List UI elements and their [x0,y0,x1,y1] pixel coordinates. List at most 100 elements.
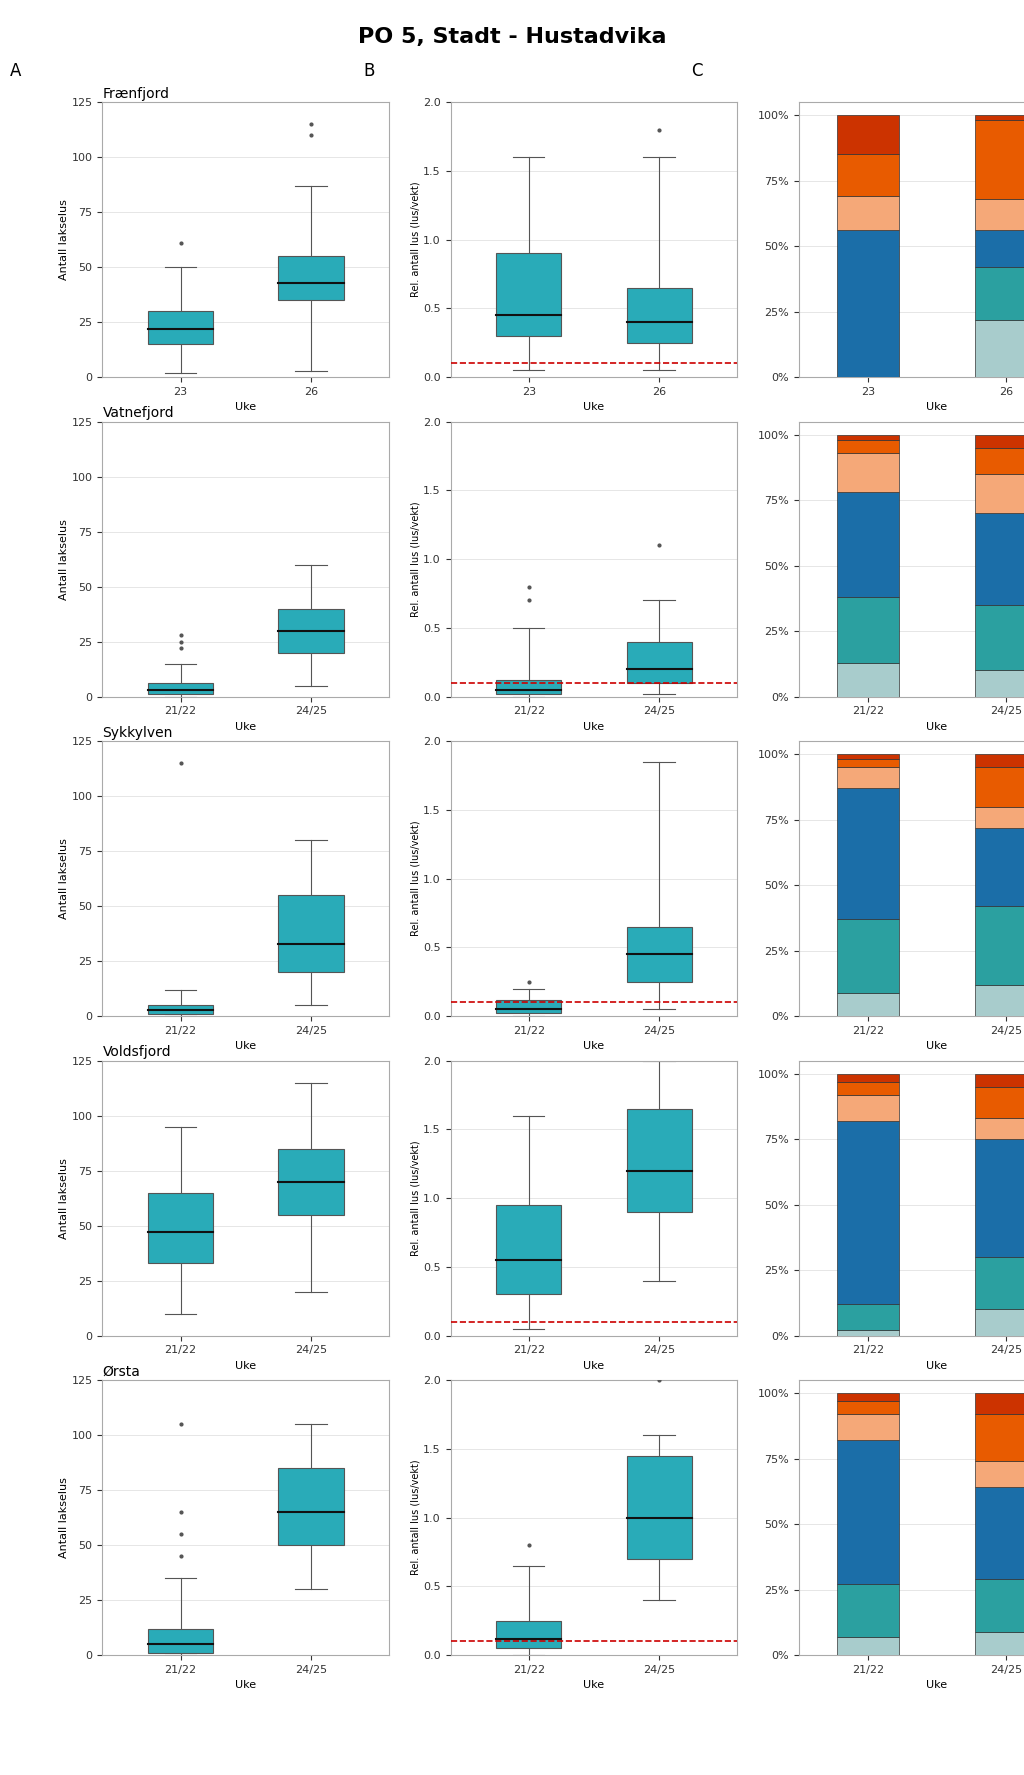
X-axis label: Uke: Uke [927,1042,947,1051]
Bar [497,680,561,694]
Bar [975,268,1024,320]
Bar [837,1120,899,1305]
Bar [837,788,899,919]
Bar [975,806,1024,827]
Bar [627,1456,691,1558]
Bar [975,605,1024,671]
Bar [279,895,343,973]
Bar [975,1074,1024,1086]
X-axis label: Uke: Uke [927,722,947,731]
Bar [975,1140,1024,1257]
Bar [975,121,1024,199]
X-axis label: Uke: Uke [584,1042,604,1051]
Y-axis label: Rel. antall lus (lus/vekt): Rel. antall lus (lus/vekt) [411,1459,420,1576]
Bar [975,905,1024,985]
Bar [975,754,1024,767]
Bar [837,754,899,760]
Bar [837,596,899,662]
Bar [837,1440,899,1585]
Bar [148,1629,213,1653]
Bar [975,1086,1024,1118]
X-axis label: Uke: Uke [236,403,256,412]
Bar [497,1621,561,1649]
Text: Sykkylven: Sykkylven [102,726,173,740]
Bar [837,1331,899,1335]
Bar [975,231,1024,268]
Bar [497,999,561,1014]
Bar [837,1074,899,1081]
Text: Vatnefjord: Vatnefjord [102,406,174,421]
Y-axis label: Antall lakselus: Antall lakselus [58,518,69,600]
Bar [148,311,213,344]
Y-axis label: Rel. antall lus (lus/vekt): Rel. antall lus (lus/vekt) [411,181,420,298]
Text: A: A [10,62,22,80]
Text: B: B [364,62,375,80]
Bar [497,254,561,335]
X-axis label: Uke: Uke [927,1361,947,1370]
Bar [148,683,213,694]
Bar [975,1118,1024,1140]
X-axis label: Uke: Uke [236,1681,256,1690]
Y-axis label: Antall lakselus: Antall lakselus [58,1477,69,1558]
Bar [975,115,1024,121]
Bar [975,985,1024,1015]
Text: Ørsta: Ørsta [102,1365,140,1379]
Y-axis label: Rel. antall lus (lus/vekt): Rel. antall lus (lus/vekt) [411,820,420,937]
Bar [279,1468,343,1544]
Bar [975,767,1024,806]
Bar [837,760,899,767]
Bar [837,1305,899,1331]
Bar [975,320,1024,378]
Bar [148,1193,213,1264]
Bar [837,197,899,231]
Bar [837,115,899,154]
Bar [837,919,899,992]
Bar [975,827,1024,907]
Bar [975,447,1024,474]
Y-axis label: Antall lakselus: Antall lakselus [58,199,69,280]
Text: Voldsfjord: Voldsfjord [102,1045,171,1060]
Bar [837,492,899,596]
X-axis label: Uke: Uke [236,722,256,731]
Y-axis label: Antall lakselus: Antall lakselus [58,838,69,919]
Bar [975,513,1024,605]
Bar [837,662,899,698]
Bar [837,1081,899,1095]
X-axis label: Uke: Uke [584,403,604,412]
Bar [279,609,343,653]
X-axis label: Uke: Uke [236,1042,256,1051]
Bar [627,643,691,683]
Bar [975,671,1024,698]
Bar [148,1005,213,1014]
Bar [975,1257,1024,1310]
Bar [975,199,1024,231]
Y-axis label: Rel. antall lus (lus/vekt): Rel. antall lus (lus/vekt) [411,501,420,618]
Bar [837,435,899,440]
Bar [837,1400,899,1415]
Bar [837,440,899,453]
Bar [975,1487,1024,1580]
Y-axis label: Antall lakselus: Antall lakselus [58,1157,69,1239]
Bar [837,1637,899,1654]
X-axis label: Uke: Uke [584,1681,604,1690]
Bar [975,474,1024,513]
Bar [837,992,899,1015]
Bar [975,1631,1024,1654]
Bar [975,435,1024,447]
Bar [837,453,899,492]
Bar [627,1109,691,1212]
X-axis label: Uke: Uke [584,722,604,731]
Bar [837,767,899,788]
Bar [627,927,691,982]
Bar [975,1310,1024,1335]
X-axis label: Uke: Uke [927,1681,947,1690]
X-axis label: Uke: Uke [927,403,947,412]
Bar [837,1415,899,1440]
Bar [837,1393,899,1400]
X-axis label: Uke: Uke [236,1361,256,1370]
Text: PO 5, Stadt - Hustadvika: PO 5, Stadt - Hustadvika [357,27,667,46]
Bar [975,1393,1024,1415]
Bar [627,288,691,343]
X-axis label: Uke: Uke [584,1361,604,1370]
Bar [975,1415,1024,1461]
